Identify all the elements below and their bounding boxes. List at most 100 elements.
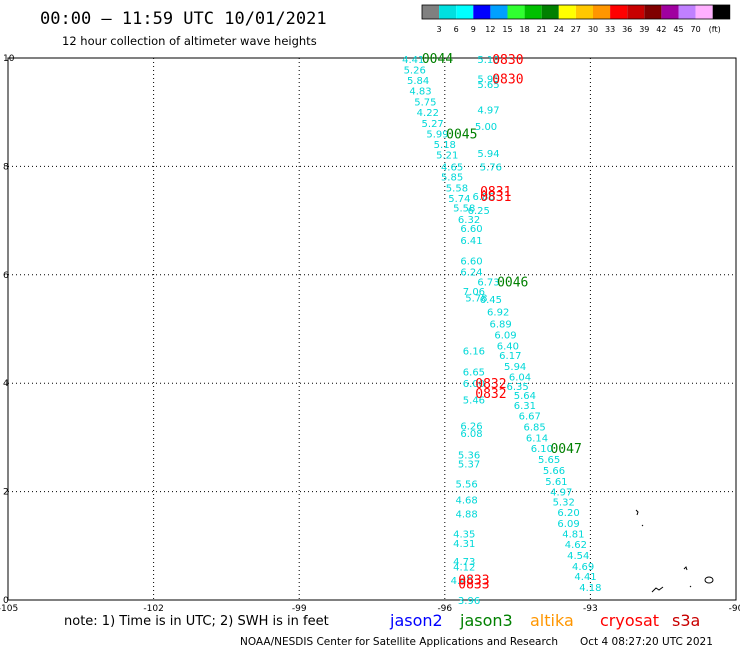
swh-value-label: 6.32 bbox=[458, 215, 480, 226]
swh-value-label: 5.75 bbox=[414, 97, 436, 108]
swh-value-label: 6.86 bbox=[472, 192, 494, 203]
swh-value-label: 5.94 bbox=[504, 362, 526, 373]
swh-value-label: 4.81 bbox=[562, 529, 584, 540]
pass-time-label: 0832 bbox=[475, 387, 506, 402]
y-tick-label: 10 bbox=[3, 54, 15, 64]
legend-swatch bbox=[627, 5, 645, 19]
swh-value-label: 5.99 bbox=[426, 129, 448, 140]
swh-value-label: 6.60 bbox=[460, 257, 482, 268]
pass-time-label: 0047 bbox=[550, 442, 581, 457]
legend-label: 33 bbox=[605, 25, 615, 34]
legend-swatch bbox=[712, 5, 730, 19]
legend-swatch bbox=[695, 5, 713, 19]
pass-time-label: 0831 bbox=[480, 190, 511, 205]
satellite-legend: jason2 jason3 altika cryosat s3a bbox=[389, 611, 700, 630]
swh-value-label: 6.09 bbox=[557, 519, 579, 530]
swh-value-label: 4.31 bbox=[453, 539, 475, 550]
swh-value-label: 5.61 bbox=[545, 477, 567, 488]
swh-value-label: 4.40 bbox=[451, 576, 473, 587]
swh-value-label: 6.17 bbox=[499, 351, 521, 362]
satellite-label-s3a: s3a bbox=[672, 611, 700, 630]
x-tick-label: -105 bbox=[0, 604, 18, 614]
satellite-label-cryosat: cryosat bbox=[600, 611, 659, 630]
swh-value-label: 5.74 bbox=[448, 194, 470, 205]
y-axis: 0 2 4 6 8 10 bbox=[3, 54, 15, 606]
y-tick-label: 4 bbox=[3, 379, 9, 389]
swh-value-label: 4.97 bbox=[550, 488, 572, 499]
swh-value-label: 5.66 bbox=[543, 466, 565, 477]
swh-value-label: 4.97 bbox=[477, 105, 499, 116]
pass-time-label: 0046 bbox=[497, 275, 528, 290]
swh-value-label: 5.65 bbox=[538, 455, 560, 466]
legend-swatch bbox=[661, 5, 679, 19]
legend-label: 36 bbox=[622, 25, 632, 34]
swh-value-label: 6.20 bbox=[557, 508, 579, 519]
legend-swatch bbox=[473, 5, 491, 19]
swh-value-label: 5.94 bbox=[477, 149, 499, 160]
legend-swatch bbox=[610, 5, 628, 19]
swh-value-label: 6.26 bbox=[460, 421, 482, 432]
swh-value-label: 6.08 bbox=[460, 429, 482, 440]
legend-label: 6 bbox=[454, 25, 459, 34]
satellite-label-altika: altika bbox=[530, 611, 574, 630]
chart-title: 00:00 – 11:59 UTC 10/01/2021 bbox=[40, 9, 327, 29]
swh-value-label: 5.76 bbox=[480, 162, 502, 173]
swh-value-label: 6.89 bbox=[489, 320, 511, 331]
legend-swatch bbox=[541, 5, 559, 19]
x-axis: -105 -102 -99 -96 -93 -90 bbox=[0, 604, 740, 614]
swh-value-label: 5.64 bbox=[514, 391, 536, 402]
swh-value-label: 6.45 bbox=[480, 295, 502, 306]
swh-value-label: 4.12 bbox=[453, 562, 475, 573]
pass-time-label: 0830 bbox=[492, 53, 523, 68]
x-tick-label: -96 bbox=[437, 604, 452, 614]
legend-swatch bbox=[456, 5, 474, 19]
legend-label: 21 bbox=[537, 25, 547, 34]
satellite-label-jason2: jason2 bbox=[389, 611, 443, 630]
swh-value-label: 5.36 bbox=[458, 451, 480, 462]
swh-value-label: 4.18 bbox=[579, 583, 601, 594]
swh-value-label: 5.26 bbox=[404, 65, 426, 76]
swh-value-label: 6.73 bbox=[477, 277, 499, 288]
swh-value-label: 4.88 bbox=[456, 509, 478, 520]
pass-time-label: 0831 bbox=[480, 185, 511, 200]
swh-value-label: 5.85 bbox=[441, 173, 463, 184]
swh-value-label: 5.21 bbox=[436, 150, 458, 161]
legend-label: 70 bbox=[691, 25, 701, 34]
swh-value-label: 6.31 bbox=[514, 401, 536, 412]
satellite-label-jason3: jason3 bbox=[459, 611, 513, 630]
legend-swatch bbox=[644, 5, 662, 19]
legend-swatch bbox=[575, 5, 593, 19]
swh-value-label: 6.41 bbox=[460, 236, 482, 247]
legend-swatch bbox=[524, 5, 542, 19]
pass-time-label: 0045 bbox=[446, 127, 477, 142]
legend-label: 45 bbox=[673, 25, 683, 34]
swh-value-label: 6.65 bbox=[463, 367, 485, 378]
swh-value-label: 6.04 bbox=[509, 373, 531, 384]
swh-value-label: 4.54 bbox=[567, 551, 589, 562]
y-tick-label: 6 bbox=[3, 271, 9, 281]
y-tick-label: 8 bbox=[3, 162, 9, 172]
swh-value-label: 6.92 bbox=[487, 308, 509, 319]
swh-value-label: 6.35 bbox=[506, 382, 528, 393]
swh-value-label: 5.58 bbox=[453, 204, 475, 215]
swh-value-label: 6.40 bbox=[497, 341, 519, 352]
swh-value-label: 6.10 bbox=[531, 444, 553, 455]
x-tick-label: -93 bbox=[583, 604, 598, 614]
x-tick-label: -102 bbox=[143, 604, 163, 614]
swh-value-label: 5.18 bbox=[477, 55, 499, 66]
swh-value-label: 5.00 bbox=[475, 122, 497, 133]
swh-value-label: 4.69 bbox=[572, 562, 594, 573]
swh-value-label: 4.68 bbox=[456, 496, 478, 507]
swh-value-label: 4.65 bbox=[441, 162, 463, 173]
swh-value-label: 5.18 bbox=[434, 140, 456, 151]
y-tick-label: 0 bbox=[3, 596, 9, 606]
swh-value-label: 4.41 bbox=[402, 55, 424, 66]
legend-swatch bbox=[507, 5, 525, 19]
swh-value-label: 4.35 bbox=[453, 529, 475, 540]
swh-value-label: 5.95 bbox=[477, 75, 499, 86]
swh-values: 4.415.265.844.835.754.225.275.995.185.21… bbox=[402, 55, 601, 607]
legend-label: 18 bbox=[520, 25, 530, 34]
legend-swatch bbox=[422, 5, 440, 19]
